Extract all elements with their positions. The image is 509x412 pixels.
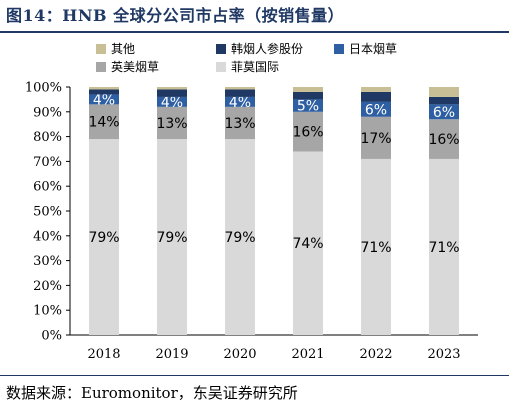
bar-segment <box>89 139 119 335</box>
bar-segment <box>293 99 323 112</box>
bar-segment <box>225 87 255 90</box>
chart-title: 图14：HNB 全球分公司市占率（按销售量） <box>6 6 345 25</box>
data-label: 4% <box>93 92 115 108</box>
bar-segment <box>225 96 255 107</box>
y-tick-label: 0% <box>41 329 62 344</box>
x-tick-label: 2020 <box>223 347 256 362</box>
y-tick-label: 80% <box>33 130 62 145</box>
data-label: 13% <box>224 116 255 132</box>
data-label: 16% <box>292 125 323 141</box>
legend-item: 其他 <box>96 40 135 57</box>
bar-segment <box>157 89 187 97</box>
legend-item: 英美烟草 <box>96 58 159 75</box>
bar-segment <box>429 104 459 120</box>
legend-item: 日本烟草 <box>334 40 397 57</box>
data-label: 5% <box>297 99 319 115</box>
data-label: 4% <box>161 95 183 111</box>
legend-item: 菲莫国际 <box>216 58 279 75</box>
bar-segment <box>89 94 119 105</box>
data-label: 13% <box>156 116 187 132</box>
bar-segment <box>89 89 119 95</box>
legend-swatch <box>96 61 106 72</box>
bar-segment <box>361 87 391 92</box>
bar-segment <box>429 87 459 97</box>
legend-swatch <box>216 43 226 54</box>
legend-label: 韩烟人参股份 <box>231 42 304 56</box>
data-label: 4% <box>229 95 251 111</box>
bar-segment <box>361 101 391 117</box>
bar-segment <box>89 104 119 140</box>
legend-item: 韩烟人参股份 <box>216 40 303 57</box>
bar-segment <box>293 87 323 92</box>
data-label: 6% <box>365 102 387 118</box>
data-label: 79% <box>224 230 255 246</box>
legend-label: 日本烟草 <box>349 42 398 56</box>
x-tick-label: 2019 <box>155 347 188 362</box>
x-tick-label: 2018 <box>87 347 120 362</box>
y-tick-label: 10% <box>33 304 62 319</box>
bar-segment <box>361 158 391 335</box>
bar-segment <box>225 106 255 140</box>
bar-segment <box>293 91 323 100</box>
source-note: 数据来源：Euromonitor，东吴证券研究所 <box>6 384 298 402</box>
stacked-bar-chart: 0% 10% 20% 30% 40% 50% 60% 70% 80% 90% 100% 79% 14% 4… <box>25 81 478 362</box>
bar-segment <box>157 96 187 107</box>
legend-label: 英美烟草 <box>111 60 160 74</box>
data-label: 79% <box>88 230 119 246</box>
y-tick-label: 70% <box>33 155 62 170</box>
x-tick-label: 2021 <box>291 347 324 362</box>
y-tick-label: 100% <box>25 81 62 96</box>
data-label: 14% <box>88 115 119 131</box>
bar-segment <box>225 139 255 335</box>
data-label: 71% <box>360 240 391 256</box>
bar-segment <box>157 87 187 90</box>
legend-label: 菲莫国际 <box>231 60 280 74</box>
x-tick-label: 2022 <box>359 347 392 362</box>
y-tick-label: 90% <box>33 105 62 120</box>
y-tick-label: 40% <box>33 229 62 244</box>
bar-segment <box>89 87 119 90</box>
y-tick-label: 30% <box>33 254 62 269</box>
y-tick-label: 20% <box>33 279 62 294</box>
y-tick-label: 50% <box>33 205 62 220</box>
bar-segment <box>429 119 459 159</box>
title-divider <box>0 31 509 33</box>
bar-segment <box>157 139 187 335</box>
legend-swatch <box>334 43 344 54</box>
bar-segment <box>429 158 459 335</box>
bar-segment <box>429 96 459 105</box>
data-label: 6% <box>433 105 455 121</box>
legend-swatch <box>216 61 226 72</box>
bar-segment <box>157 106 187 140</box>
legend-label: 其他 <box>111 42 136 56</box>
data-label: 17% <box>360 131 391 147</box>
source-divider <box>0 375 509 376</box>
bar-segment <box>225 89 255 97</box>
bar-segment <box>361 91 391 102</box>
bar-segment <box>293 151 323 335</box>
bar-segment <box>361 116 391 159</box>
y-tick-label: 60% <box>33 180 62 195</box>
data-label: 79% <box>156 230 187 246</box>
data-label: 74% <box>292 236 323 252</box>
bar-segment <box>293 111 323 152</box>
legend-swatch <box>96 43 106 54</box>
data-label: 71% <box>428 240 459 256</box>
x-tick-label: 2023 <box>427 347 460 362</box>
data-label: 16% <box>428 132 459 148</box>
